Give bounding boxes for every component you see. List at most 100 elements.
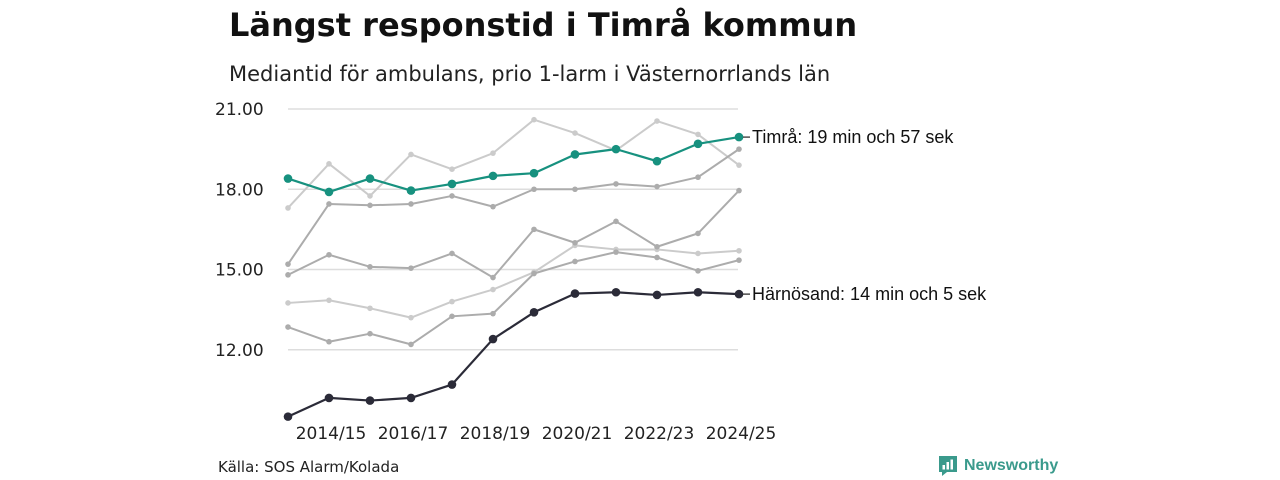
series-end-labels: Timrå: 19 min och 57 sek Härnösand: 14 mi…: [743, 127, 987, 304]
chart-title: Längst responstid i Timrå kommun: [229, 6, 858, 44]
data-point: [365, 174, 375, 183]
series-harnosand: [283, 287, 744, 421]
y-tick-label: 18.00: [215, 180, 264, 200]
data-point: [285, 272, 291, 278]
data-point: [693, 287, 703, 297]
y-axis-ticks: 12.00 15.00 18.00 21.00: [215, 100, 264, 361]
series-line: [287, 148, 740, 265]
source-note: Källa: SOS Alarm/Kolada: [218, 458, 400, 476]
data-point: [447, 380, 457, 389]
data-point: [736, 187, 742, 194]
x-tick-label: 2024/25: [706, 424, 777, 444]
y-tick-label: 21.00: [215, 100, 264, 120]
series-other: [285, 187, 742, 281]
x-tick-label: 2020/21: [542, 424, 613, 444]
data-point: [490, 150, 496, 156]
data-point: [365, 396, 375, 405]
data-point: [611, 287, 621, 297]
series-line: [287, 189, 740, 279]
data-point: [736, 247, 742, 254]
data-point: [324, 187, 334, 197]
data-point: [695, 230, 701, 237]
data-point: [531, 270, 537, 277]
series-line: [287, 136, 740, 194]
data-point: [326, 251, 332, 258]
x-axis-ticks: 2014/15 2016/17 2018/19 2020/21 2022/23 2024/…: [296, 424, 777, 444]
data-point: [529, 168, 539, 178]
data-point: [529, 308, 539, 317]
data-point: [613, 249, 619, 255]
data-point: [408, 151, 414, 158]
data-point: [367, 305, 373, 312]
data-point: [285, 300, 291, 306]
data-point: [408, 314, 414, 321]
data-point: [449, 166, 455, 172]
series-end-label: Timrå: 19 min och 57 sek: [752, 127, 954, 147]
data-point: [695, 268, 701, 274]
data-point: [736, 257, 742, 263]
data-point: [406, 393, 416, 403]
data-point: [283, 412, 293, 421]
data-point: [734, 289, 744, 299]
data-point: [531, 116, 537, 123]
x-tick-label: 2018/19: [460, 424, 531, 444]
series-end-label: Härnösand: 14 min och 5 sek: [752, 284, 987, 304]
series-other: [285, 146, 742, 267]
data-point: [490, 310, 496, 317]
data-point: [736, 162, 742, 168]
data-point: [326, 161, 332, 167]
series-other: [285, 116, 742, 211]
data-point: [285, 324, 291, 330]
x-tick-label: 2014/15: [296, 424, 367, 444]
data-point: [326, 297, 332, 304]
series-timra: [283, 132, 744, 197]
data-point: [326, 201, 332, 207]
data-point: [572, 239, 578, 246]
brand-name: Newsworthy: [964, 457, 1059, 474]
data-point: [652, 156, 662, 166]
data-point: [408, 265, 414, 271]
brand-logo: Newsworthy: [938, 455, 1058, 477]
data-point: [531, 226, 537, 233]
data-point: [283, 174, 293, 183]
data-point: [531, 186, 537, 193]
data-point: [695, 131, 701, 138]
data-point: [449, 313, 455, 320]
data-point: [693, 139, 703, 149]
data-point: [488, 334, 498, 344]
series-lines: [283, 116, 744, 421]
y-tick-label: 15.00: [215, 261, 264, 281]
series-line: [287, 291, 740, 418]
data-point: [367, 202, 373, 209]
newsworthy-logo-icon: [939, 456, 957, 476]
data-point: [734, 132, 744, 142]
data-point: [449, 250, 455, 257]
x-tick-label: 2022/23: [624, 424, 695, 444]
data-point: [654, 243, 660, 250]
data-point: [570, 150, 580, 159]
data-point: [654, 183, 660, 190]
series-line: [287, 244, 740, 319]
data-point: [447, 179, 457, 189]
data-point: [611, 144, 621, 154]
data-point: [449, 298, 455, 305]
data-point: [490, 274, 496, 281]
data-point: [654, 118, 660, 124]
series-line: [287, 118, 740, 209]
x-tick-label: 2016/17: [378, 424, 449, 444]
data-point: [572, 258, 578, 265]
data-point: [490, 203, 496, 210]
data-point: [408, 201, 414, 207]
data-point: [408, 341, 414, 348]
data-point: [285, 205, 291, 211]
data-point: [367, 193, 373, 199]
chart-subtitle: Mediantid för ambulans, prio 1-larm i Vä…: [229, 62, 831, 86]
data-point: [695, 250, 701, 257]
data-point: [490, 286, 496, 293]
data-point: [613, 181, 619, 187]
data-point: [285, 261, 291, 267]
data-point: [406, 186, 416, 195]
series-line: [287, 251, 740, 346]
data-point: [326, 338, 332, 345]
